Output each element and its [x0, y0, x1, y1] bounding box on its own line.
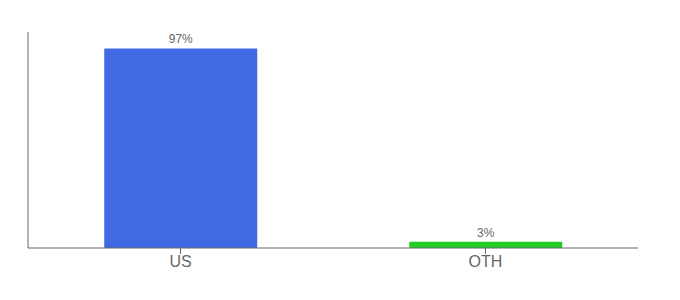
- svg-text:OTH: OTH: [469, 253, 503, 270]
- svg-text:97%: 97%: [169, 32, 193, 46]
- svg-text:US: US: [169, 253, 191, 270]
- svg-text:3%: 3%: [477, 226, 495, 240]
